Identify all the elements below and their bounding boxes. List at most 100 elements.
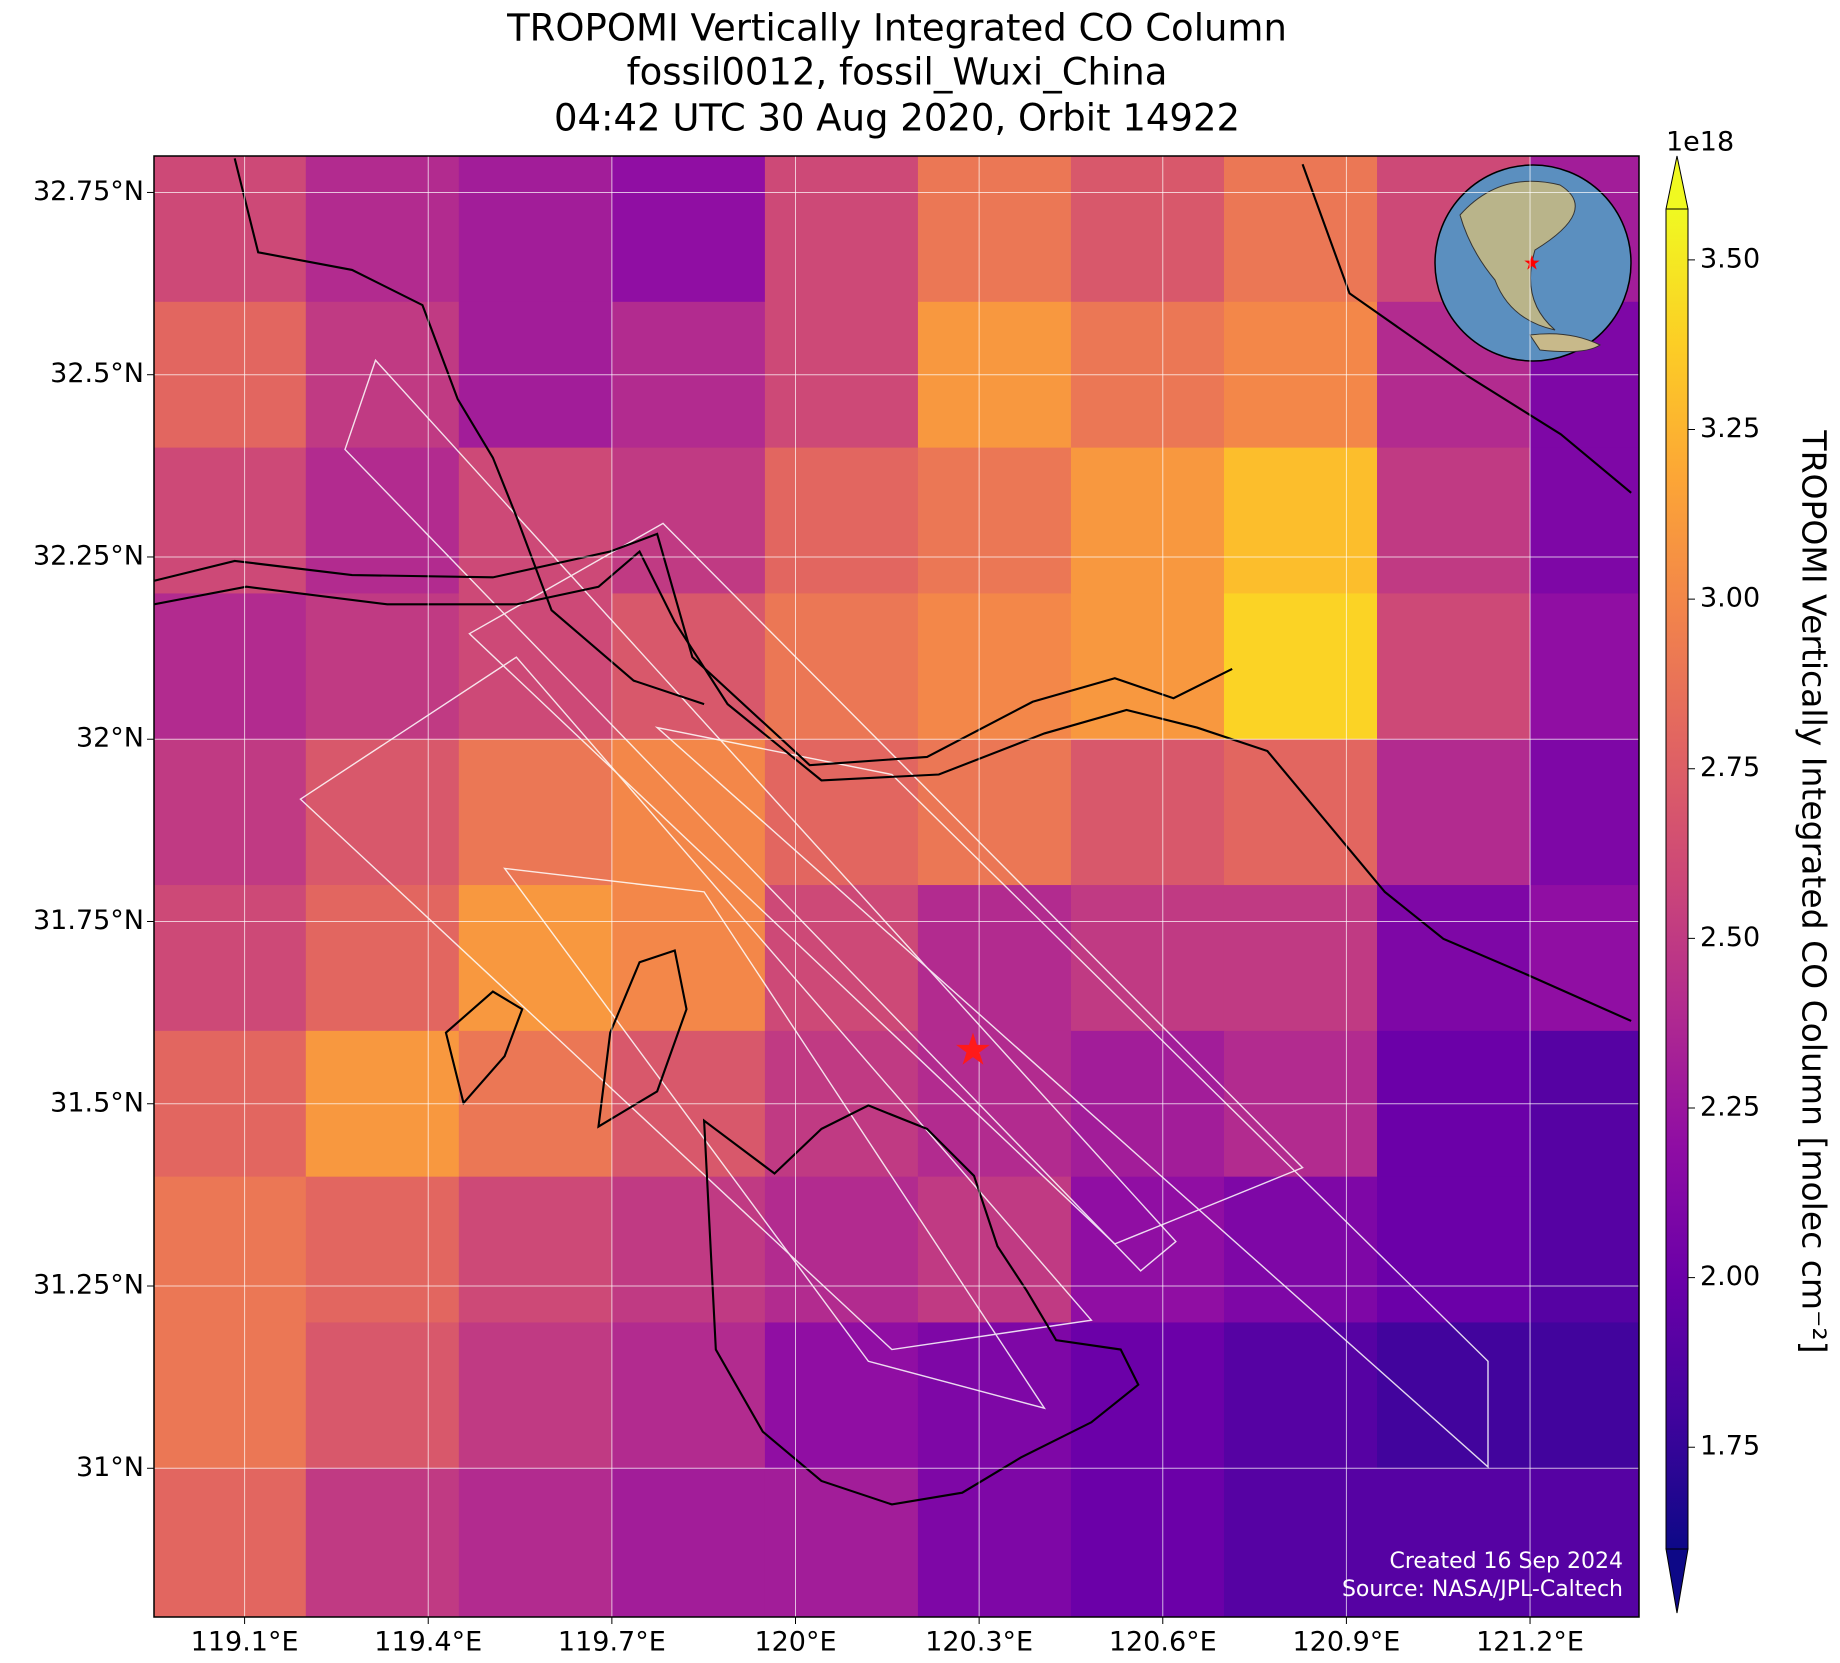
- heatmap-cell: [1530, 593, 1639, 740]
- heatmap-cell: [611, 447, 766, 594]
- heatmap-cell: [917, 156, 1072, 303]
- heatmap-cell: [1070, 1468, 1225, 1617]
- heatmap-cell: [1530, 1468, 1639, 1617]
- heatmap-cell: [1223, 593, 1378, 740]
- swath-overlay: [299, 358, 1489, 1469]
- title-line: TROPOMI Vertically Integrated CO Column: [506, 7, 1287, 50]
- heatmap-cell: [1223, 447, 1378, 594]
- y-tick-label: 31.75°N: [33, 905, 144, 936]
- y-tick-label: 32.25°N: [33, 540, 144, 571]
- heatmap-cell: [611, 593, 766, 740]
- heatmap-cell: [917, 447, 1072, 594]
- inset-globe: ★: [1434, 164, 1632, 362]
- site-marker: ★: [953, 1025, 992, 1076]
- heatmap-cell: [154, 1322, 307, 1469]
- heatmap-cell: [1377, 1176, 1531, 1323]
- heatmap-cell: [1070, 593, 1225, 740]
- heatmap-cell: [305, 156, 460, 303]
- heatmap-cell: [305, 1322, 460, 1469]
- x-tick-label: 119.4°E: [374, 1627, 482, 1658]
- swath: [299, 656, 1093, 1351]
- swath: [344, 358, 1177, 1272]
- heatmap-cell: [1377, 593, 1531, 740]
- lake-outline: [702, 1104, 1140, 1506]
- colorbar-extend: [1665, 1548, 1689, 1614]
- heatmap-cell: [154, 156, 307, 303]
- heatmap-cell: [764, 593, 919, 740]
- heatmap-cell: [611, 156, 766, 303]
- heatmap-cell: [764, 739, 919, 886]
- heatmap-cell: [458, 885, 613, 1032]
- y-tick-label: 32°N: [76, 723, 144, 754]
- heatmap-cell: [458, 1468, 613, 1617]
- colorbar: 1.75 2.00 2.25 2.50 2.75 3.00 3.25 3.50: [1665, 155, 1760, 1614]
- heatmap-cell: [764, 447, 919, 594]
- colorbar-tick-label: 2.75: [1700, 752, 1760, 783]
- heatmap-cell: [1530, 447, 1639, 594]
- heatmap-cell: [154, 739, 307, 886]
- x-tick-label: 119.1°E: [191, 1627, 299, 1658]
- heatmap-cell: [1070, 447, 1225, 594]
- heatmap-cell: [611, 739, 766, 886]
- colorbar-tick-label: 2.50: [1700, 922, 1760, 953]
- river-outline: [154, 532, 1233, 767]
- heatmap-cell: [1377, 885, 1531, 1032]
- x-tick-label: 120°E: [754, 1627, 836, 1658]
- heatmap-cell: [1530, 885, 1639, 1032]
- colorbar-exponent: 1e18: [1666, 127, 1734, 158]
- lake-outline: [597, 949, 688, 1129]
- lake-outline: [444, 990, 524, 1106]
- x-tick-label: 120.6°E: [1109, 1627, 1217, 1658]
- heatmap-cell: [458, 1176, 613, 1323]
- heatmap-cell: [1377, 1322, 1531, 1469]
- heatmap-cell: [305, 739, 460, 886]
- colorbar-bar: [1665, 208, 1689, 1550]
- colorbar-extend: [1665, 155, 1689, 210]
- heatmap-cell: [305, 447, 460, 594]
- heatmap-cell: [1223, 739, 1378, 886]
- heatmap-cell: [154, 447, 307, 594]
- heatmap-cell: [764, 1468, 919, 1617]
- heatmap-cell: [1070, 885, 1225, 1032]
- heatmap-cell: [1223, 156, 1378, 303]
- annotation: Created 16 Sep 2024: [1390, 1549, 1624, 1574]
- heatmap-cell: [1530, 1176, 1639, 1323]
- colorbar-tick-label: 3.00: [1700, 583, 1760, 614]
- colorbar-tick-label: 2.00: [1700, 1261, 1760, 1292]
- heatmap-cell: [305, 885, 460, 1032]
- x-tick-label: 119.7°E: [558, 1627, 666, 1658]
- x-tick-label: 121.2°E: [1476, 1627, 1584, 1658]
- heatmap-cell: [1070, 156, 1225, 303]
- title-line: fossil0012, fossil_Wuxi_China: [627, 51, 1168, 94]
- swath: [468, 522, 1304, 1245]
- globe-land: [1459, 180, 1576, 331]
- colorbar-tick-label: 3.25: [1700, 413, 1760, 444]
- heatmap-cell: [764, 1176, 919, 1323]
- heatmap-cell: [917, 885, 1072, 1032]
- swath: [503, 867, 1047, 1410]
- heatmap-cell: [154, 1176, 307, 1323]
- heatmap-cell: [611, 1322, 766, 1469]
- colorbar-tick-label: 2.25: [1700, 1091, 1760, 1122]
- title-line: 04:42 UTC 30 Aug 2020, Orbit 14922: [554, 97, 1240, 140]
- heatmap-cell: [1223, 885, 1378, 1032]
- coast-outline: [233, 158, 705, 706]
- y-tick-label: 31.5°N: [50, 1087, 144, 1118]
- heatmap-cell: [154, 885, 307, 1032]
- globe-land: [1529, 333, 1601, 353]
- heatmap-cell: [611, 885, 766, 1032]
- y-tick-label: 31.25°N: [33, 1270, 144, 1301]
- heatmap-cell: [611, 1468, 766, 1617]
- map-frame: [153, 155, 1640, 1618]
- heatmap-cell: [1377, 1468, 1531, 1617]
- heatmap-cell: [1530, 739, 1639, 886]
- swath: [654, 726, 1489, 1469]
- colorbar-label: TROPOMI Vertically Integrated CO Column …: [1795, 429, 1834, 1353]
- heatmap-cell: [917, 739, 1072, 886]
- heatmap-cell: [305, 1176, 460, 1323]
- coastlines: [154, 158, 1632, 1506]
- heatmap-cell: [917, 1468, 1072, 1617]
- heatmap-cell: [1377, 739, 1531, 886]
